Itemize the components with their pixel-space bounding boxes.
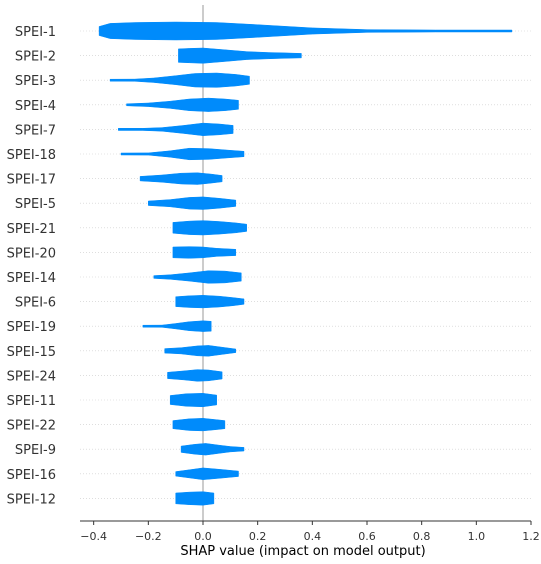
feature-label: SPEI-17 — [7, 173, 56, 188]
feature-label: SPEI-19 — [7, 320, 56, 335]
x-axis-ticks: −0.4 −0.2 0.0 0.2 0.4 0.6 0.8 1.0 1.2 — [80, 521, 540, 543]
x-tick-label: −0.2 — [135, 530, 162, 543]
x-tick-label: 1.0 — [468, 530, 486, 543]
x-tick-label: 0.4 — [304, 530, 322, 543]
feature-label: SPEI-7 — [15, 123, 56, 138]
feature-label: SPEI-3 — [15, 74, 56, 89]
violins — [98, 21, 513, 506]
feature-label: SPEI-22 — [7, 419, 56, 434]
feature-label: SPEI-12 — [7, 492, 56, 507]
feature-label: SPEI-11 — [7, 394, 56, 409]
feature-label: SPEI-2 — [15, 50, 56, 65]
feature-label: SPEI-20 — [7, 246, 56, 261]
feature-label: SPEI-1 — [15, 25, 56, 40]
row-gridlines — [80, 30, 531, 499]
x-tick-label: 0.2 — [249, 530, 267, 543]
x-tick-label: 1.2 — [522, 530, 540, 543]
feature-label: SPEI-4 — [15, 99, 56, 114]
feature-label: SPEI-14 — [7, 271, 56, 286]
x-tick-label: 0.8 — [413, 530, 431, 543]
feature-label: SPEI-5 — [15, 197, 56, 212]
feature-label: SPEI-21 — [7, 222, 56, 237]
feature-label: SPEI-6 — [15, 296, 56, 311]
x-tick-label: 0.0 — [194, 530, 212, 543]
feature-label: SPEI-9 — [15, 443, 56, 458]
feature-labels: SPEI-1 SPEI-2 SPEI-3 SPEI-4 SPEI-7 SPEI-18 SPE… — [7, 25, 56, 507]
feature-label: SPEI-15 — [7, 345, 56, 360]
x-tick-label: −0.4 — [80, 530, 107, 543]
x-axis-label: SHAP value (impact on model output) — [180, 544, 425, 559]
feature-label: SPEI-16 — [7, 468, 56, 483]
x-tick-label: 0.6 — [358, 530, 376, 543]
feature-label: SPEI-24 — [7, 369, 56, 384]
feature-label: SPEI-18 — [7, 148, 56, 163]
